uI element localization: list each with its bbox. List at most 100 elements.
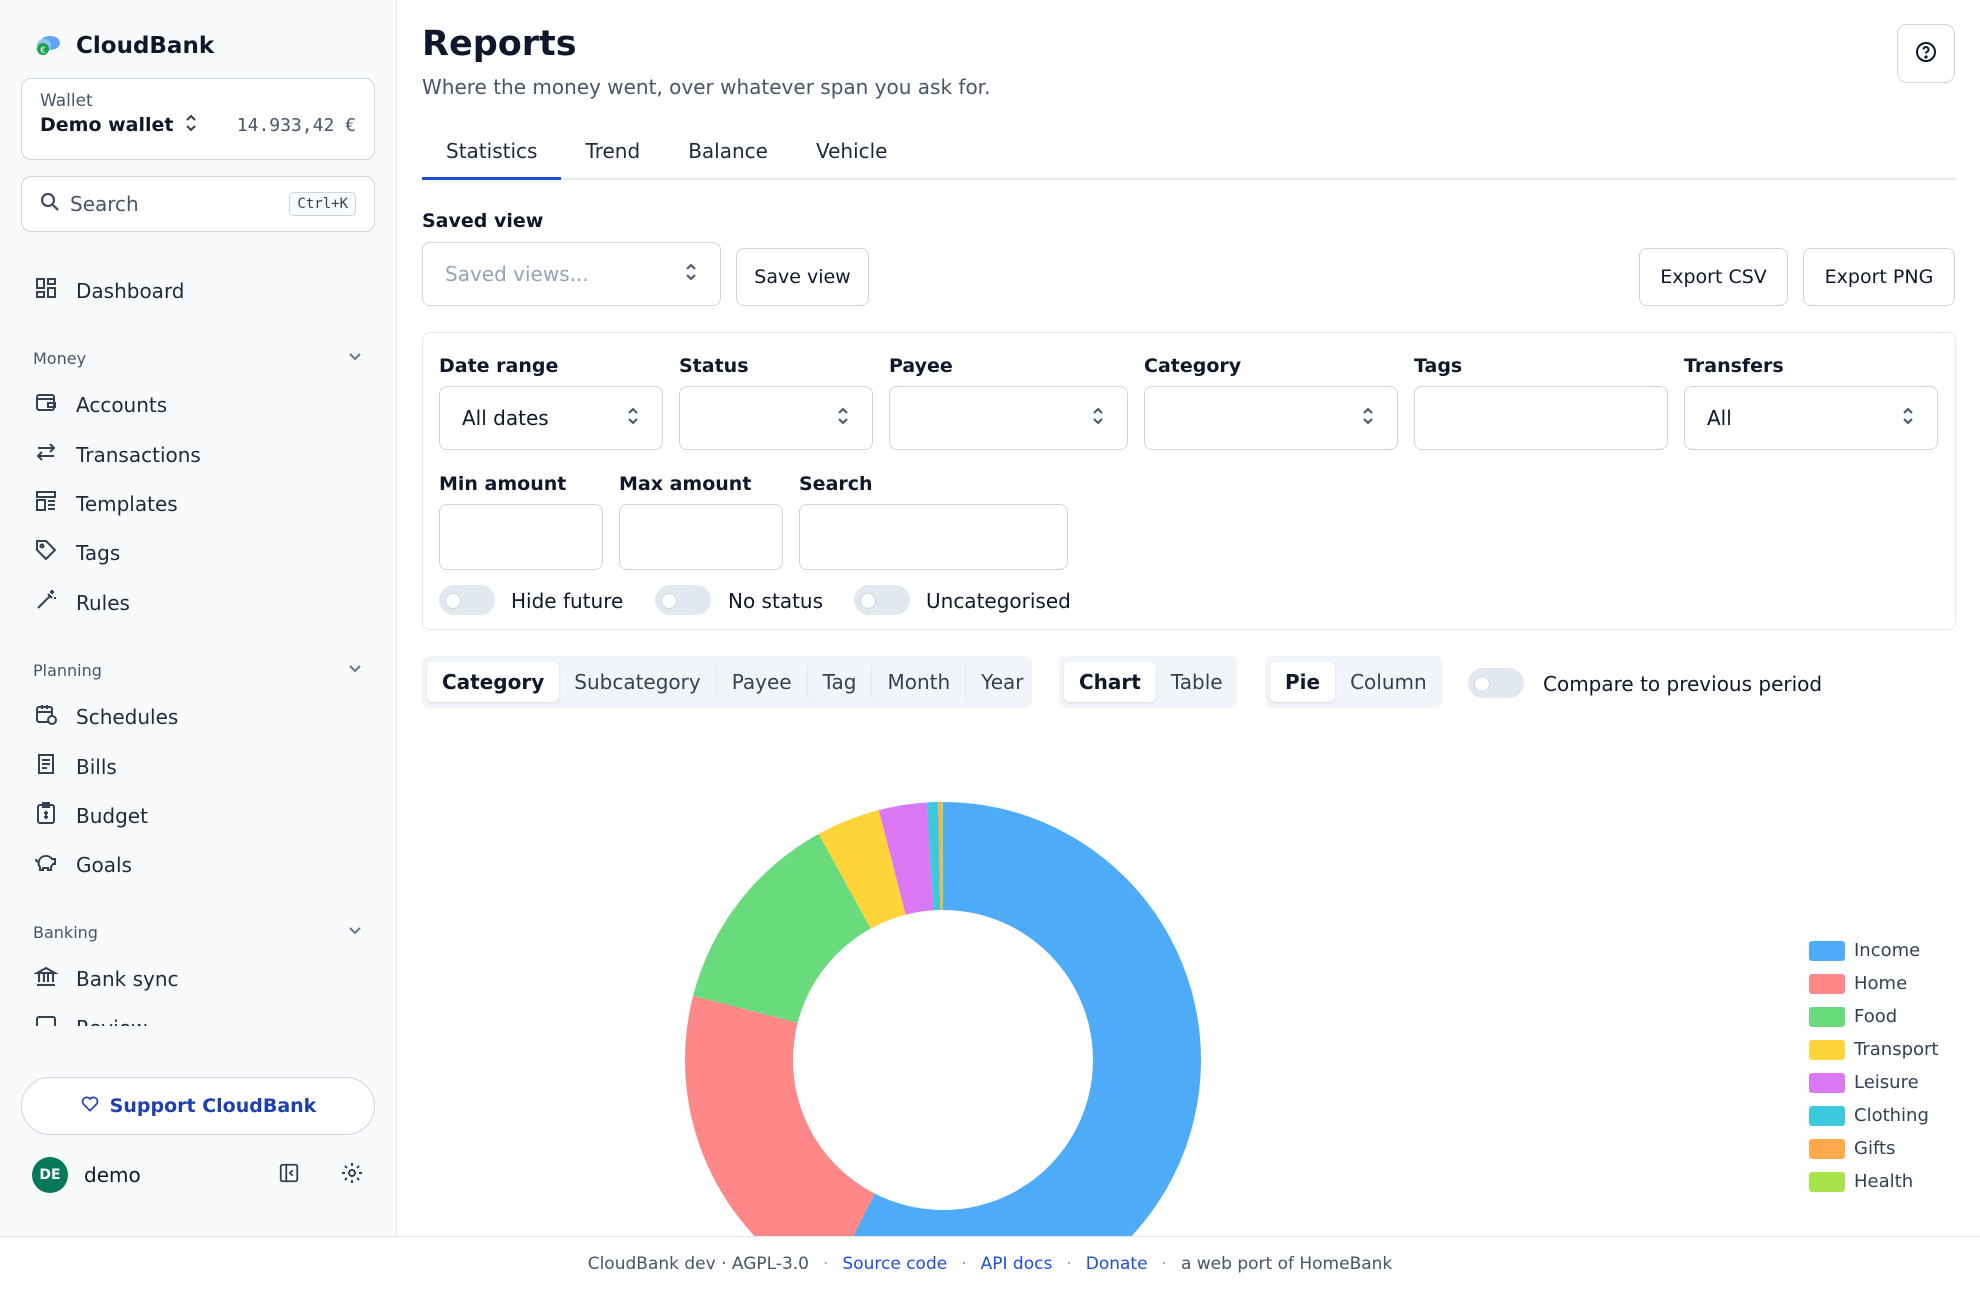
sidebar-item-budget[interactable]: Budget — [34, 801, 148, 830]
pie-slice-leisure[interactable] — [878, 802, 934, 915]
legend-label: Gifts — [1854, 1138, 1896, 1159]
chevron-updown-icon — [684, 262, 698, 286]
sidebar-item-transactions[interactable]: Transactions — [34, 440, 201, 469]
category-select[interactable] — [1144, 386, 1398, 450]
pie-slice-home[interactable] — [685, 995, 875, 1236]
receipt-icon — [34, 752, 58, 781]
chevron-updown-icon — [626, 406, 640, 430]
template-icon — [34, 489, 58, 518]
chevron-updown-icon — [1091, 406, 1105, 430]
date-range-select[interactable]: All dates — [439, 386, 663, 450]
groupby-tag[interactable]: Tag — [806, 662, 872, 702]
uncategorised-toggle[interactable] — [854, 585, 910, 615]
cloudbank-logo-icon: € — [34, 30, 62, 62]
section-money[interactable]: Money — [33, 348, 363, 368]
sidebar-item-bank-sync[interactable]: Bank sync — [33, 964, 179, 993]
donate-link[interactable]: Donate — [1085, 1253, 1148, 1274]
section-planning[interactable]: Planning — [33, 660, 363, 680]
legend-item-transport[interactable]: Transport — [1809, 1033, 1938, 1066]
view-chart[interactable]: Chart — [1064, 662, 1156, 702]
legend-item-income[interactable]: Income — [1809, 934, 1938, 967]
export-csv-button[interactable]: Export CSV — [1639, 248, 1788, 306]
collapse-sidebar-icon[interactable] — [278, 1162, 300, 1188]
pie-slice-transport[interactable] — [818, 810, 906, 929]
chevron-updown-icon — [184, 114, 198, 136]
groupby-subcategory[interactable]: Subcategory — [574, 670, 701, 694]
groupby-year[interactable]: Year — [965, 662, 1038, 702]
legend-item-clothing[interactable]: Clothing — [1809, 1099, 1938, 1132]
payee-select[interactable] — [889, 386, 1128, 450]
legend-item-food[interactable]: Food — [1809, 1000, 1938, 1033]
legend-swatch — [1809, 1006, 1845, 1027]
avatar[interactable]: DE — [32, 1157, 68, 1193]
legend-item-home[interactable]: Home — [1809, 967, 1938, 1000]
pie-slice-clothing[interactable] — [926, 802, 941, 911]
wallet-name: Demo wallet — [40, 114, 174, 136]
saved-view-select[interactable]: Saved views... — [422, 242, 721, 306]
chart-area: Income Home Food Transport Leisure Clothing Gi… — [397, 720, 1980, 1236]
sidebar-item-tags[interactable]: Tags — [34, 538, 120, 567]
payee-label: Payee — [889, 355, 953, 377]
tab-trend[interactable]: Trend — [585, 139, 641, 163]
pie-slice-health[interactable] — [941, 802, 943, 911]
sidebar-item-review[interactable]: Review — [34, 1013, 147, 1026]
api-docs-link[interactable]: API docs — [980, 1253, 1053, 1274]
sidebar: € CloudBank Wallet Demo wallet 14.933,42… — [0, 0, 397, 1236]
compare-toggle[interactable] — [1468, 668, 1524, 698]
legend-item-health[interactable]: Health — [1809, 1165, 1938, 1198]
sidebar-item-rules[interactable]: Rules — [34, 588, 130, 617]
chevron-updown-icon — [836, 406, 850, 430]
chart-column[interactable]: Column — [1350, 670, 1427, 694]
support-button[interactable]: Support CloudBank — [21, 1077, 375, 1135]
pie-slice-gifts[interactable] — [938, 802, 943, 911]
groupby-category[interactable]: Category — [427, 662, 560, 702]
section-title: Banking — [33, 922, 98, 942]
sidebar-item-label: Templates — [76, 491, 178, 516]
sidebar-search[interactable]: Search Ctrl+K — [21, 176, 375, 232]
legend-label: Home — [1854, 973, 1908, 994]
section-banking[interactable]: Banking — [33, 922, 363, 942]
tab-statistics[interactable]: Statistics — [422, 130, 562, 180]
groupby-payee[interactable]: Payee — [715, 662, 807, 702]
sidebar-item-bills[interactable]: Bills — [34, 752, 117, 781]
tab-vehicle[interactable]: Vehicle — [815, 139, 888, 163]
source-code-link[interactable]: Source code — [842, 1253, 948, 1274]
sidebar-item-dashboard[interactable]: Dashboard — [34, 276, 185, 305]
export-png-button[interactable]: Export PNG — [1803, 248, 1955, 306]
sidebar-item-templates[interactable]: Templates — [34, 489, 178, 518]
footer: CloudBank dev · AGPL-3.0 · Source code ·… — [0, 1236, 1980, 1290]
brand[interactable]: € CloudBank — [34, 30, 214, 62]
sidebar-item-label: Bank sync — [76, 966, 179, 991]
view-table[interactable]: Table — [1170, 670, 1223, 694]
tab-balance[interactable]: Balance — [688, 139, 768, 163]
chevron-down-icon — [347, 348, 363, 368]
max-amount-input[interactable] — [619, 504, 783, 570]
sidebar-item-schedules[interactable]: Schedules — [34, 702, 178, 731]
tags-input[interactable] — [1414, 386, 1668, 450]
arrows-left-right-icon — [34, 440, 58, 469]
category-label: Category — [1144, 355, 1242, 377]
save-view-button[interactable]: Save view — [736, 248, 869, 306]
no-status-toggle[interactable] — [655, 585, 711, 615]
sidebar-item-accounts[interactable]: Accounts — [34, 390, 167, 419]
legend-item-gifts[interactable]: Gifts — [1809, 1132, 1938, 1165]
legend-item-leisure[interactable]: Leisure — [1809, 1066, 1938, 1099]
min-amount-input[interactable] — [439, 504, 603, 570]
gear-icon[interactable] — [340, 1161, 364, 1189]
transfers-select[interactable]: All — [1684, 386, 1938, 450]
sidebar-item-goals[interactable]: Goals — [34, 850, 132, 879]
hide-future-toggle[interactable] — [439, 585, 495, 615]
hide-future-label: Hide future — [511, 589, 624, 613]
user-name: demo — [84, 1163, 141, 1187]
transfers-label: Transfers — [1684, 355, 1784, 377]
wallet-switcher[interactable]: Wallet Demo wallet 14.933,42 € — [21, 78, 375, 160]
groupby-month[interactable]: Month — [871, 662, 965, 702]
compare-label: Compare to previous period — [1543, 672, 1823, 696]
chart-pie[interactable]: Pie — [1270, 662, 1336, 702]
search-filter-input[interactable] — [799, 504, 1068, 570]
status-select[interactable] — [679, 386, 873, 450]
help-button[interactable] — [1897, 24, 1955, 83]
tag-icon — [34, 538, 58, 567]
pie-slice-income[interactable] — [826, 802, 1201, 1236]
pie-slice-food[interactable] — [693, 833, 871, 1023]
